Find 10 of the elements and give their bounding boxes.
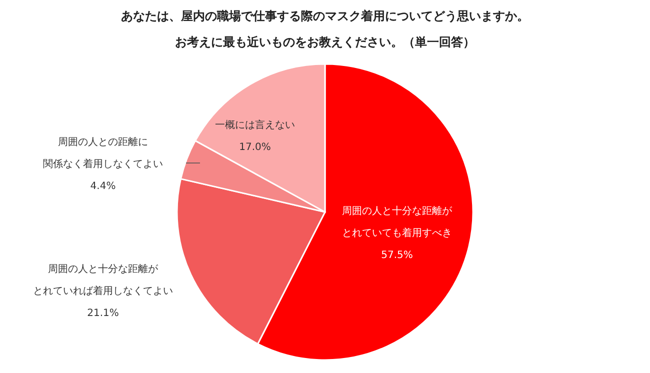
data-label: 21.1% [87,308,119,319]
slice-label: 一概には言えない [215,119,295,131]
data-label: 57.5% [381,250,413,261]
slice-label: 周囲の人との距離に関係なく着用しなくてよい [43,136,163,170]
data-label: 4.4% [90,181,116,192]
chart-title: あなたは、屋内の職場で仕事する際のマスク着用についてどう思いますか。 [121,9,529,23]
slice-label: 周囲の人と十分な距離がとれていれば着用しなくてよい [33,263,173,297]
slice-label: 周囲の人と十分な距離がとれていても着用すべき [342,205,453,239]
chart-subtitle: お考えに最も近いものをお教えください。（単一回答） [175,35,475,49]
data-label: 17.0% [239,142,271,153]
